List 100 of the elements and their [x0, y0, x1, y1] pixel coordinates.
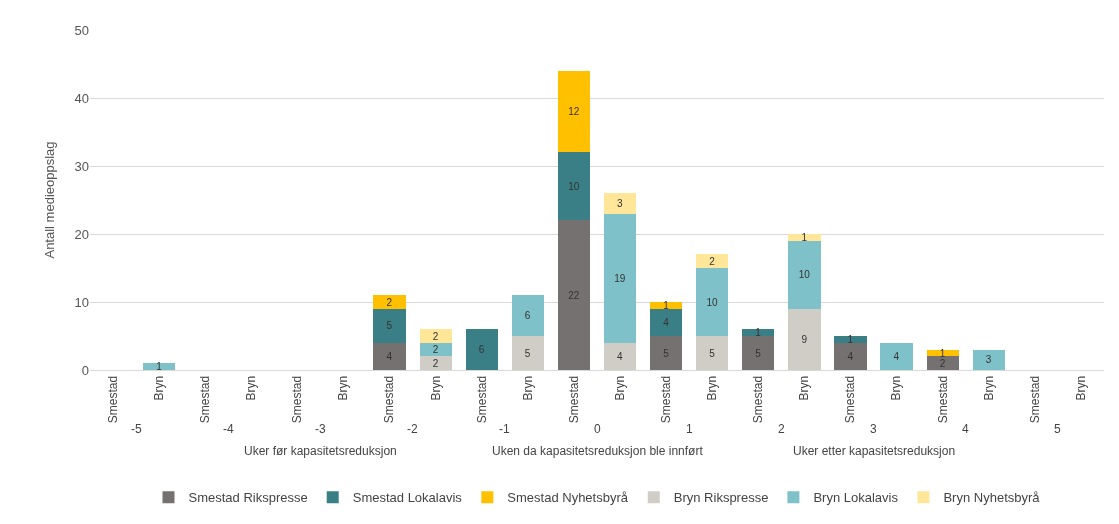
legend-label: Smestad Nyhetsbyrå [507, 490, 629, 506]
text: 3 [870, 422, 877, 436]
y-tick-label: 50 [74, 22, 89, 38]
x-tick-label: Bryn [981, 375, 996, 401]
bar [603, 342, 637, 370]
text: -3 [315, 422, 326, 436]
data-label: 6 [478, 344, 485, 356]
data-label: 2 [939, 357, 946, 369]
x-tick-label: Bryn [889, 375, 904, 401]
data-label: 9 [801, 333, 808, 345]
bar [788, 234, 821, 241]
data-label: 5 [755, 347, 762, 359]
data-label: 4 [386, 350, 393, 362]
bar [742, 329, 775, 336]
data-label: 4 [847, 350, 854, 362]
bar [926, 356, 959, 370]
legend-label: Bryn Lokalavis [813, 490, 899, 506]
bar [143, 363, 176, 370]
x-tick-label: Bryn [428, 375, 443, 401]
data-label: 2 [432, 357, 439, 369]
x-tick-label: Bryn [244, 375, 259, 401]
data-label: 10 [706, 296, 719, 308]
data-label: 4 [893, 350, 900, 362]
bar [465, 329, 498, 370]
y-tick-label: 30 [74, 158, 89, 174]
bar [834, 342, 867, 370]
text: 0 [594, 422, 601, 436]
x-tick-label: Smestad [198, 375, 213, 424]
text: Uker etter kapasitetsreduksjon [793, 444, 956, 458]
x-tick-label: Smestad [382, 375, 397, 424]
data-label: 5 [386, 320, 393, 332]
text: -4 [223, 422, 234, 436]
text: Uken da kapasitetsreduksjon ble innført [492, 444, 704, 458]
x-tick-label: Bryn [336, 375, 351, 401]
data-label: 2 [709, 255, 716, 267]
legend-label: Bryn Rikspresse [673, 490, 769, 506]
data-label: 2 [386, 296, 393, 308]
bar [419, 329, 452, 343]
bar [419, 356, 452, 370]
legend-label: Smestad Rikspresse [188, 490, 308, 506]
bar [650, 302, 683, 309]
data-label: 6 [524, 310, 531, 322]
data-label: 1 [663, 299, 670, 311]
x-tick-label: Smestad [843, 375, 858, 424]
x-tick-label: Bryn [797, 375, 812, 401]
bar [373, 308, 406, 343]
bar [696, 336, 729, 370]
bar [557, 70, 591, 153]
y-tick-label: 40 [74, 90, 89, 106]
bar [650, 308, 683, 336]
x-tick-label: Smestad [935, 375, 950, 424]
legend-label: Smestad Lokalavis [352, 490, 463, 506]
data-label: 2 [432, 344, 439, 356]
bar [742, 336, 775, 370]
x-tick-label: Bryn [520, 375, 535, 401]
bar [557, 152, 591, 221]
bar [603, 193, 637, 214]
bar [788, 240, 821, 309]
text: -1 [499, 422, 510, 436]
y-axis-title: Antall medieoppslag [42, 141, 57, 259]
y-tick-label: 20 [74, 226, 89, 242]
data-label: 5 [663, 347, 670, 359]
data-label: 3 [617, 197, 624, 209]
text: -2 [407, 422, 418, 436]
bar [557, 220, 591, 370]
y-tick-label: 10 [74, 294, 89, 310]
data-label: 4 [617, 350, 624, 362]
text: 5 [1054, 422, 1061, 436]
x-tick-label: Smestad [659, 375, 674, 424]
x-tick-label: Smestad [474, 375, 489, 424]
bar [696, 254, 729, 268]
bar [373, 295, 406, 309]
bar [650, 336, 683, 370]
x-tick-label: Smestad [105, 375, 120, 424]
x-tick-label: Bryn [1073, 375, 1088, 401]
x-tick-label: Bryn [705, 375, 720, 401]
legend-label: Bryn Nyhetsbyrå [943, 490, 1041, 506]
text: 1 [686, 422, 693, 436]
data-label: 12 [568, 106, 580, 118]
data-label: 1 [755, 327, 762, 339]
data-label: 1 [939, 347, 946, 359]
data-label: 10 [798, 269, 811, 281]
bar [603, 213, 637, 343]
text: -5 [131, 422, 142, 436]
x-tick-label: Bryn [152, 375, 167, 401]
data-label: 5 [524, 347, 531, 359]
data-label: 1 [847, 333, 854, 345]
bar [511, 295, 544, 336]
bar [880, 342, 913, 370]
data-label: 19 [614, 272, 626, 284]
x-tick-label: Bryn [612, 375, 627, 401]
text: 2 [778, 422, 785, 436]
text: 4 [962, 422, 969, 436]
y-tick-label: 0 [81, 362, 89, 378]
data-label: 10 [568, 180, 580, 192]
x-tick-label: Smestad [566, 375, 581, 424]
bar [696, 268, 729, 336]
text: Uker før kapasitetsreduksjon [244, 444, 397, 458]
data-label: 3 [985, 354, 992, 366]
bar [834, 336, 867, 343]
